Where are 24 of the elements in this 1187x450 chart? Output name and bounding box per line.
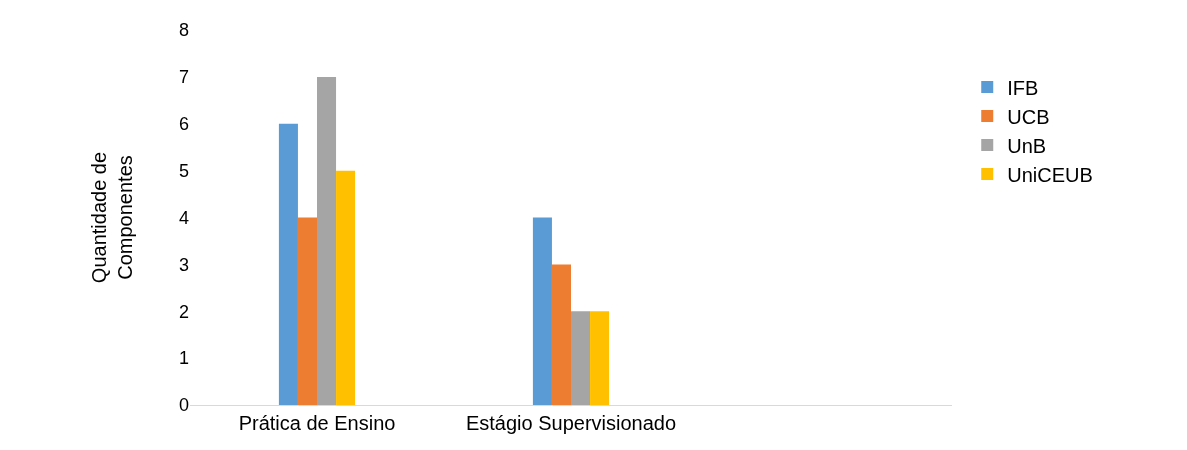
y-axis-title: Quantidade de Componentes xyxy=(88,151,137,284)
x-tick-label: Estágio Supervisionado xyxy=(465,412,677,434)
y-tick-label: 4 xyxy=(178,207,189,228)
y-tick-label: 7 xyxy=(178,67,189,88)
y-tick-label: 8 xyxy=(178,20,189,41)
legend-label: UniCEUB xyxy=(1007,163,1093,186)
bar xyxy=(317,76,337,405)
legend-label: UnB xyxy=(1007,134,1047,157)
legend-label: IFB xyxy=(1007,76,1039,99)
legend-label: UCB xyxy=(1007,105,1050,128)
y-tick-label: 3 xyxy=(178,254,189,275)
bar xyxy=(571,311,591,405)
bar xyxy=(297,217,317,405)
x-tick-label: Prática de Ensino xyxy=(238,412,396,434)
y-tick-label: 1 xyxy=(178,348,189,369)
bar xyxy=(278,123,298,405)
bar xyxy=(532,217,552,405)
y-tick-label: 2 xyxy=(178,301,189,322)
bar xyxy=(590,311,610,405)
bar xyxy=(336,170,356,405)
y-tick-label: 0 xyxy=(178,395,189,416)
y-tick-label: 6 xyxy=(178,114,189,135)
y-tick-label: 5 xyxy=(178,160,189,181)
bar xyxy=(551,264,571,405)
